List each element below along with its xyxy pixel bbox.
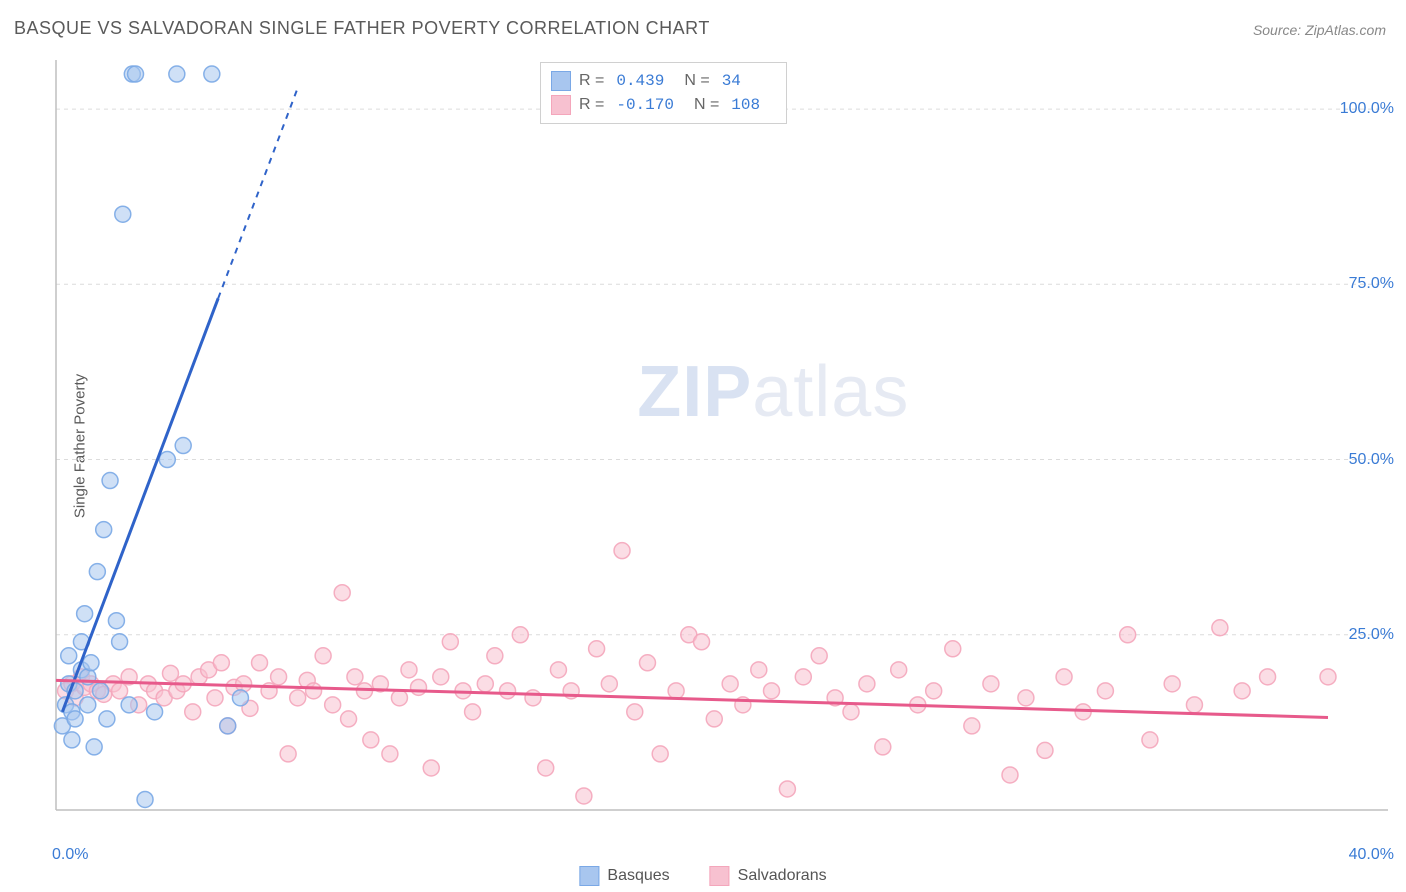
y-tick-label: 25.0% xyxy=(1349,626,1394,644)
y-tick-label: 50.0% xyxy=(1349,451,1394,469)
swatch-basques xyxy=(551,71,571,91)
swatch-salvadorans xyxy=(551,95,571,115)
swatch-basques-icon xyxy=(579,866,599,886)
y-tick-label: 75.0% xyxy=(1349,275,1394,293)
correlation-legend: R =0.439 N =34 R =-0.170 N =108 xyxy=(540,62,787,124)
plot-area xyxy=(48,50,1388,840)
x-tick-label: 0.0% xyxy=(52,846,88,864)
legend-item-basques: Basques xyxy=(579,866,669,886)
x-tick-label: 40.0% xyxy=(1349,846,1394,864)
source-attribution: Source: ZipAtlas.com xyxy=(1253,22,1386,38)
y-tick-label: 100.0% xyxy=(1340,100,1394,118)
series-legend: Basques Salvadorans xyxy=(579,866,826,886)
scatter-svg xyxy=(48,50,1388,840)
legend-row-salvadorans: R =-0.170 N =108 xyxy=(551,93,772,117)
swatch-salvadorans-icon xyxy=(710,866,730,886)
legend-row-basques: R =0.439 N =34 xyxy=(551,69,772,93)
legend-label-salvadorans: Salvadorans xyxy=(738,867,827,885)
legend-label-basques: Basques xyxy=(607,867,669,885)
legend-item-salvadorans: Salvadorans xyxy=(710,866,827,886)
chart-title: BASQUE VS SALVADORAN SINGLE FATHER POVER… xyxy=(14,18,710,39)
